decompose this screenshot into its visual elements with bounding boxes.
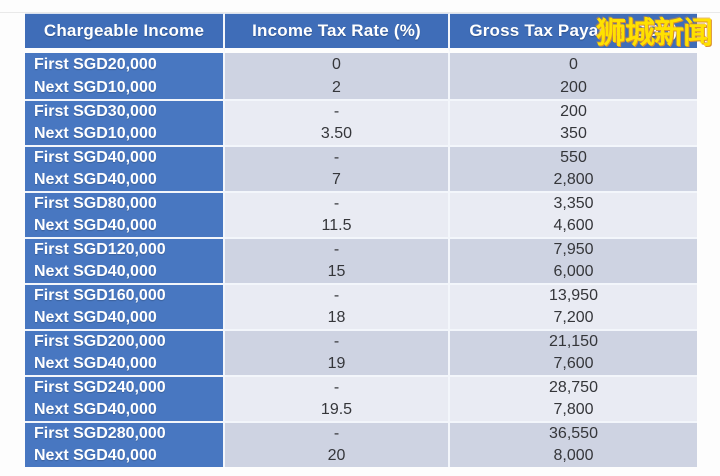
income-cell: Next SGD40,000 — [25, 168, 225, 191]
income-cell: Next SGD40,000 — [25, 214, 225, 237]
top-divider — [0, 12, 720, 13]
rate-cell: 19.5 — [225, 398, 450, 421]
rate-cell: 2 — [225, 76, 450, 99]
rate-cell: - — [225, 375, 450, 398]
income-cell: First SGD280,000 — [25, 421, 225, 444]
payable-cell: 2,800 — [450, 168, 697, 191]
rate-cell: 15 — [225, 260, 450, 283]
payable-cell: 350 — [450, 122, 697, 145]
table-row: Next SGD40,000 15 6,000 — [25, 260, 697, 283]
table-row: First SGD40,000-550 — [25, 145, 697, 168]
table-row: First SGD80,000-3,350 — [25, 191, 697, 214]
income-cell: First SGD20,000 — [25, 53, 225, 76]
income-cell: Next SGD40,000 — [25, 444, 225, 467]
payable-cell: 7,950 — [450, 237, 697, 260]
rate-cell: 3.50 — [225, 122, 450, 145]
income-cell: First SGD160,000 — [25, 283, 225, 306]
income-cell: Next SGD40,000 — [25, 260, 225, 283]
payable-cell: 200 — [450, 99, 697, 122]
payable-cell: 8,000 — [450, 444, 697, 467]
table-row: First SGD20,000 0 0 — [25, 53, 697, 76]
rate-cell: 19 — [225, 352, 450, 375]
payable-cell: 28,750 — [450, 375, 697, 398]
income-cell: Next SGD10,000 — [25, 122, 225, 145]
payable-cell: 3,350 — [450, 191, 697, 214]
rate-cell: - — [225, 329, 450, 352]
income-cell: First SGD200,000 — [25, 329, 225, 352]
rate-cell: - — [225, 99, 450, 122]
payable-cell: 550 — [450, 145, 697, 168]
income-cell: First SGD40,000 — [25, 145, 225, 168]
table-row: Next SGD40,000 19 7,600 — [25, 352, 697, 375]
table-row: First SGD160,000-13,950 — [25, 283, 697, 306]
rate-cell: - — [225, 421, 450, 444]
payable-cell: 36,550 — [450, 421, 697, 444]
income-cell: Next SGD40,000 — [25, 306, 225, 329]
income-cell: First SGD30,000 — [25, 99, 225, 122]
rate-cell: - — [225, 283, 450, 306]
income-cell: Next SGD10,000 — [25, 76, 225, 99]
table-row: Next SGD40,000 20 8,000 — [25, 444, 697, 467]
rate-cell: 11.5 — [225, 214, 450, 237]
rate-cell: - — [225, 145, 450, 168]
rate-cell: 18 — [225, 306, 450, 329]
payable-cell: 7,800 — [450, 398, 697, 421]
rate-cell: 7 — [225, 168, 450, 191]
watermark-text: 狮城新闻 — [596, 17, 713, 50]
payable-cell: 7,600 — [450, 352, 697, 375]
income-cell: Next SGD40,000 — [25, 398, 225, 421]
income-tax-table: Chargeable Income Income Tax Rate (%) Gr… — [25, 13, 697, 467]
rate-cell: 0 — [225, 53, 450, 76]
header-chargeable-income: Chargeable Income — [25, 13, 225, 53]
payable-cell: 6,000 — [450, 260, 697, 283]
income-cell: First SGD240,000 — [25, 375, 225, 398]
table-row: Next SGD40,000 18 7,200 — [25, 306, 697, 329]
header-row: Chargeable Income Income Tax Rate (%) Gr… — [25, 13, 697, 53]
table-row: Next SGD10,000 2 200 — [25, 76, 697, 99]
payable-cell: 200 — [450, 76, 697, 99]
table-header: Chargeable Income Income Tax Rate (%) Gr… — [25, 13, 697, 53]
rate-cell: 20 — [225, 444, 450, 467]
table-row: First SGD120,000-7,950 — [25, 237, 697, 260]
table-row: Next SGD10,000 3.50 350 — [25, 122, 697, 145]
rate-cell: - — [225, 191, 450, 214]
table-row: Next SGD40,000 7 2,800 — [25, 168, 697, 191]
tax-table-body: First SGD20,000 0 0 Next SGD10,000 2 200 First… — [25, 53, 697, 467]
table-row: Next SGD40,000 19.5 7,800 — [25, 398, 697, 421]
header-income-tax-rate: Income Tax Rate (%) — [225, 13, 450, 53]
table-row: First SGD280,000-36,550 — [25, 421, 697, 444]
payable-cell: 21,150 — [450, 329, 697, 352]
income-cell: First SGD120,000 — [25, 237, 225, 260]
payable-cell: 7,200 — [450, 306, 697, 329]
header-gross-tax-payable: Gross Tax Payable (SGD) — [450, 13, 697, 53]
table-row: First SGD200,000-21,150 — [25, 329, 697, 352]
payable-cell: 13,950 — [450, 283, 697, 306]
rate-cell: - — [225, 237, 450, 260]
income-cell: First SGD80,000 — [25, 191, 225, 214]
table-row: Next SGD40,000 11.5 4,600 — [25, 214, 697, 237]
income-cell: Next SGD40,000 — [25, 352, 225, 375]
payable-cell: 0 — [450, 53, 697, 76]
table-row: First SGD240,000-28,750 — [25, 375, 697, 398]
payable-cell: 4,600 — [450, 214, 697, 237]
table-row: First SGD30,000-200 — [25, 99, 697, 122]
